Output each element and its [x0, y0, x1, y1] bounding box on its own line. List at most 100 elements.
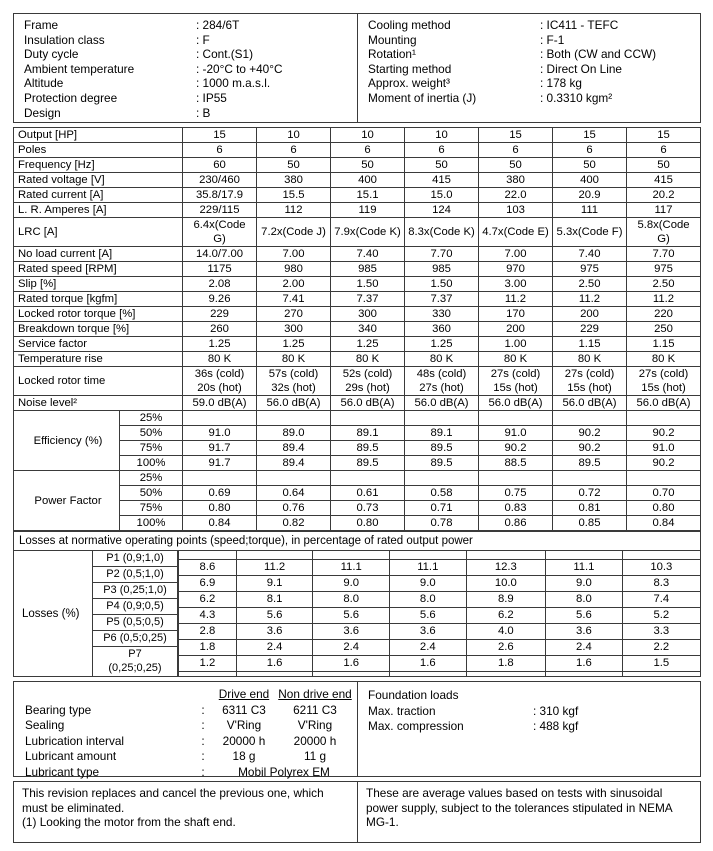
info-value: : 0.3310 kgm² [540, 90, 613, 105]
spec-cell: 200 [478, 321, 553, 337]
spec-cell: 6 [330, 142, 405, 158]
losses-row: 2.8 3.6 3.6 3.6 4.0 3.6 3.3 [178, 623, 700, 640]
spec-cell: 5.3x(Code F) [552, 217, 627, 247]
losses-cell: 1.2 [178, 655, 237, 672]
spec-cell: 20.2 [626, 187, 701, 203]
info-row: Protection degree : IP55 [24, 91, 347, 106]
spec-cell: 52s (cold) 29s (hot) [330, 366, 405, 396]
spec-row-label: Output [HP] [13, 127, 183, 143]
spec-row: Rated speed [RPM] 1175 980 985 985 970 9… [13, 261, 701, 277]
info-label: Cooling method [368, 18, 451, 32]
losses-cell: 2.4 [312, 639, 390, 656]
power-factor-cell: 0.80 [182, 500, 257, 516]
info-value: : IC411 - TEFC [540, 18, 619, 32]
losses-cell: 2.4 [388, 639, 467, 656]
spec-cell: 50 [478, 157, 553, 173]
spec-cell: 2.00 [256, 276, 331, 292]
lubricant-type-value: Mobil Polyrex EM [238, 764, 330, 779]
notes-box: This revision replaces and cancel the pr… [13, 781, 701, 843]
losses-cell: 2.6 [465, 639, 546, 656]
efficiency-cell: 89.4 [256, 455, 331, 471]
spec-cell: 112 [256, 202, 331, 218]
info-value: : F-1 [540, 32, 565, 47]
spec-row-label: Rated torque [kgfm] [13, 291, 183, 307]
info-value: : 178 kg [540, 76, 582, 91]
losses-header: Losses at normative operating points (sp… [19, 535, 473, 547]
power-factor-row: 100% 0.84 0.82 0.80 0.78 0.86 0.85 0.84 [14, 515, 701, 531]
power-factor-cell: 0.72 [552, 485, 627, 501]
spec-cell: 300 [256, 321, 331, 337]
bearing-non-drive-end-value: 6211 C3 [293, 702, 337, 717]
general-info-box: Frame : 284/6T Insulation class : F Duty… [13, 13, 701, 123]
efficiency-cell [330, 410, 405, 426]
spec-cell: 10 [330, 127, 405, 143]
spec-cell: 7.40 [552, 246, 627, 262]
power-factor-cell: 0.73 [330, 500, 405, 516]
info-row: Rotation¹ : Both (CW and CCW) [368, 47, 690, 62]
info-value: : 1000 m.a.s.l. [196, 76, 271, 91]
load-pct: 100% [119, 515, 183, 531]
spec-cell: 415 [626, 172, 701, 188]
power-factor-cell: 0.58 [404, 485, 479, 501]
info-label: Approx. weight³ [368, 76, 450, 91]
losses-cell: 2.8 [178, 623, 237, 640]
losses-cell: 10.0 [465, 575, 546, 592]
spec-row-label: Breakdown torque [%] [13, 321, 183, 337]
spec-cell: 975 [626, 261, 701, 277]
spec-cell: 6 [404, 142, 479, 158]
spec-cell: 400 [330, 172, 405, 188]
spec-cell: 970 [478, 261, 553, 277]
spec-cell: 11.2 [552, 291, 627, 307]
spec-cell: 1.15 [552, 336, 627, 352]
spec-row-label: LRC [A] [13, 217, 183, 247]
efficiency-cell [182, 410, 257, 426]
losses-cell: 5.6 [312, 607, 390, 624]
losses-cell: 8.1 [235, 591, 313, 608]
spec-rows: Output [HP] 15 10 10 10 15 15 15 Poles 6… [13, 127, 701, 411]
spec-cell: 50 [256, 157, 331, 173]
info-row: Ambient temperature : -20°C to +40°C [24, 62, 347, 77]
efficiency-cell: 89.0 [256, 425, 331, 441]
load-pct: 50% [119, 425, 183, 441]
losses-row: 6.9 9.1 9.0 9.0 10.0 9.0 8.3 [178, 575, 700, 592]
spec-row-label: Locked rotor torque [%] [13, 306, 183, 322]
spec-cell: 7.41 [256, 291, 331, 307]
power-factor-cell: 0.84 [626, 515, 701, 531]
lubricant-type-row: Lubricant type : Mobil Polyrex EM [14, 765, 357, 781]
power-factor-cell [330, 470, 405, 486]
spec-cell: 60 [182, 157, 257, 173]
tolerance-note: These are average values based on tests … [357, 782, 700, 842]
bearing-non-drive-end-value: 11 g [303, 749, 327, 763]
spec-cell: 80 K [626, 351, 701, 367]
spec-cell: 229 [182, 306, 257, 322]
load-pct: 100% [119, 455, 183, 471]
bearing-row-label: Lubricant amount [25, 749, 117, 763]
spec-row: Locked rotor time 36s (cold) 20s (hot) 5… [13, 366, 701, 396]
spec-row-label: Temperature rise [13, 351, 183, 367]
power-factor-cell: 0.81 [552, 500, 627, 516]
loss-point-label: P3 (0,25;1,0) [92, 583, 178, 599]
losses-cell: 1.5 [621, 655, 700, 672]
spec-cell: 170 [478, 306, 553, 322]
general-info-right: Cooling method : IC411 - TEFC Mounting :… [357, 14, 700, 122]
efficiency-cell: 90.2 [626, 425, 701, 441]
losses-cell: 1.6 [312, 655, 390, 672]
power-factor-block: Power Factor 25% 50% 0.69 0.64 0.61 0.58… [13, 470, 701, 531]
losses-cell: 1.8 [465, 655, 546, 672]
spec-cell: 3.00 [478, 276, 553, 292]
spec-cell: 7.00 [256, 246, 331, 262]
power-factor-cell [404, 470, 479, 486]
bearing-drive-end-value: 6311 C3 [222, 702, 266, 717]
info-label: Insulation class [24, 32, 105, 47]
info-value: : 284/6T [196, 18, 240, 32]
power-factor-cell: 0.84 [182, 515, 257, 531]
loss-point-label: P1 (0,9;1,0) [92, 551, 178, 567]
info-label: Ambient temperature [24, 61, 135, 76]
spec-row: Locked rotor torque [%] 229 270 300 330 … [13, 306, 701, 322]
losses-cell: 9.0 [545, 575, 623, 592]
info-label: Frame [24, 18, 59, 32]
info-value: : Direct On Line [540, 61, 622, 76]
losses-cell: 8.3 [621, 575, 700, 592]
losses-row: 8.6 11.2 11.1 11.1 12.3 11.1 10.3 [178, 559, 700, 576]
spec-cell: 15 [478, 127, 553, 143]
